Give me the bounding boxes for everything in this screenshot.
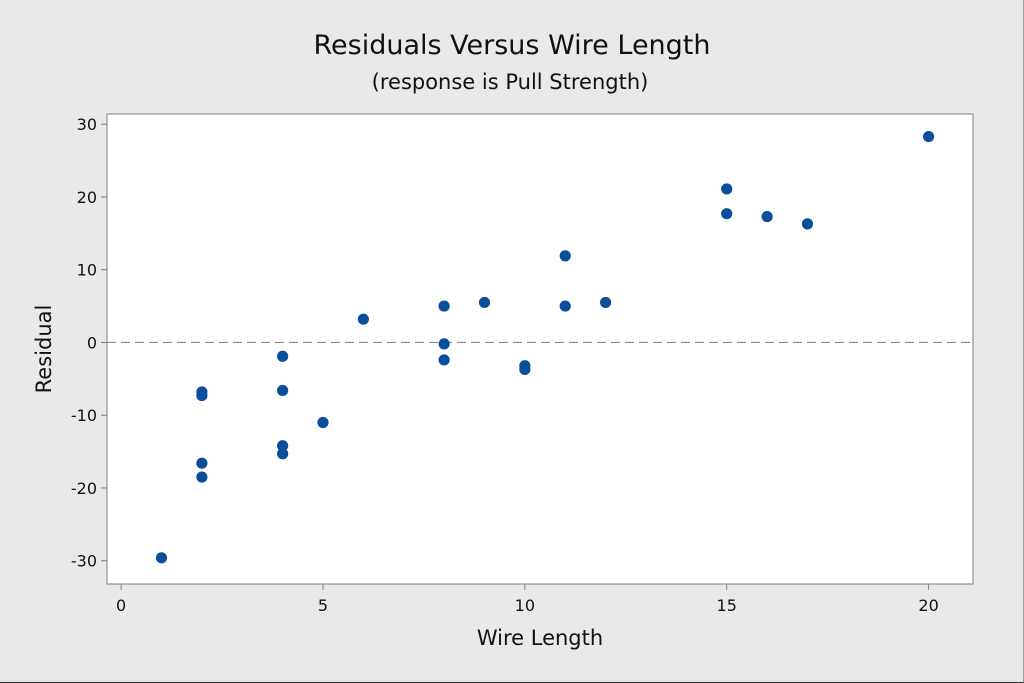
chart-title: Residuals Versus Wire Length (313, 30, 710, 61)
data-point (277, 384, 289, 397)
data-point (357, 313, 369, 325)
data-point (438, 300, 450, 312)
data-point (519, 363, 531, 375)
data-point (196, 389, 208, 402)
data-point (922, 130, 935, 143)
plot-area (106, 113, 974, 585)
x-axis-label: Wire Length (477, 626, 603, 650)
y-tick-label: 30 (77, 115, 97, 134)
data-point (317, 416, 329, 429)
x-tick-label: 5 (318, 596, 328, 615)
x-tick-label: 15 (717, 596, 737, 615)
x-tick-label: 20 (918, 596, 938, 615)
chart-subtitle: (response is Pull Strength) (372, 70, 649, 94)
data-point (155, 552, 168, 564)
data-point (478, 296, 491, 309)
data-point (277, 448, 289, 460)
data-point (761, 210, 773, 223)
data-point (438, 338, 450, 350)
y-tick-label: -30 (71, 552, 97, 571)
data-point (559, 300, 571, 312)
y-axis-label: Residual (32, 305, 56, 394)
data-point (801, 218, 814, 230)
data-point (721, 208, 733, 220)
y-tick-label: 10 (77, 261, 97, 280)
y-tick-label: -10 (71, 406, 97, 425)
data-point (600, 296, 612, 309)
y-tick-label: 20 (77, 188, 97, 207)
data-point (277, 350, 289, 362)
data-points (155, 130, 935, 564)
x-axis-ticks: 0 5 10 15 20 (116, 584, 939, 615)
data-point (277, 440, 289, 452)
x-tick-label: 0 (116, 596, 126, 615)
data-point (559, 250, 571, 262)
data-point (438, 354, 450, 366)
data-point (196, 471, 208, 483)
data-point (721, 183, 733, 195)
y-axis-ticks: -30 -20 -10 0 10 20 30 (71, 115, 107, 571)
data-point (196, 457, 208, 469)
y-tick-label: -20 (71, 479, 97, 498)
x-tick-label: 10 (515, 596, 535, 615)
y-tick-label: 0 (87, 333, 97, 352)
